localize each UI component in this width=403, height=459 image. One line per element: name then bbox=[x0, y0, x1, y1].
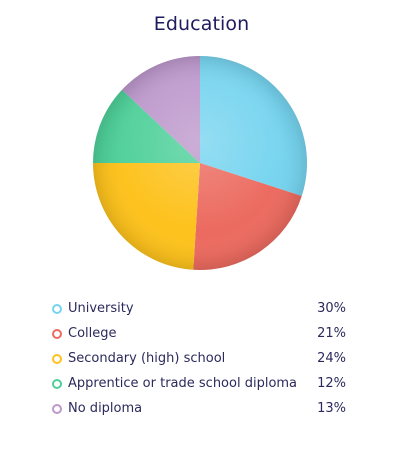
legend-item[interactable]: Secondary (high) school 24% bbox=[52, 346, 346, 371]
pie-chart bbox=[92, 55, 308, 271]
legend-marker-icon bbox=[52, 378, 62, 389]
legend-value: 21% bbox=[317, 326, 346, 341]
legend-item[interactable]: Apprentice or trade school diploma 12% bbox=[52, 371, 346, 396]
chart-title: Education bbox=[153, 13, 250, 35]
legend: University 30% College 21% Secondary (high) … bbox=[52, 296, 346, 421]
legend-marker-icon bbox=[52, 403, 62, 414]
legend-item[interactable]: University 30% bbox=[52, 296, 346, 321]
pie-slices bbox=[93, 56, 307, 271]
legend-marker-icon bbox=[52, 353, 62, 364]
legend-value: 30% bbox=[317, 301, 346, 316]
legend-value: 24% bbox=[317, 351, 346, 366]
legend-marker-icon bbox=[52, 328, 62, 339]
legend-value: 13% bbox=[317, 401, 346, 416]
legend-label: College bbox=[68, 326, 117, 341]
legend-label: No diploma bbox=[68, 401, 143, 416]
legend-marker-icon bbox=[52, 303, 62, 314]
legend-label: Apprentice or trade school diploma bbox=[68, 376, 298, 391]
legend-value: 12% bbox=[317, 376, 346, 391]
pie-svg bbox=[93, 56, 307, 271]
legend-label: Secondary (high) school bbox=[68, 351, 226, 366]
legend-item[interactable]: No diploma 13% bbox=[52, 396, 346, 421]
legend-item[interactable]: College 21% bbox=[52, 321, 346, 346]
pie-slice-3[interactable] bbox=[93, 163, 200, 270]
legend-label: University bbox=[68, 301, 134, 316]
